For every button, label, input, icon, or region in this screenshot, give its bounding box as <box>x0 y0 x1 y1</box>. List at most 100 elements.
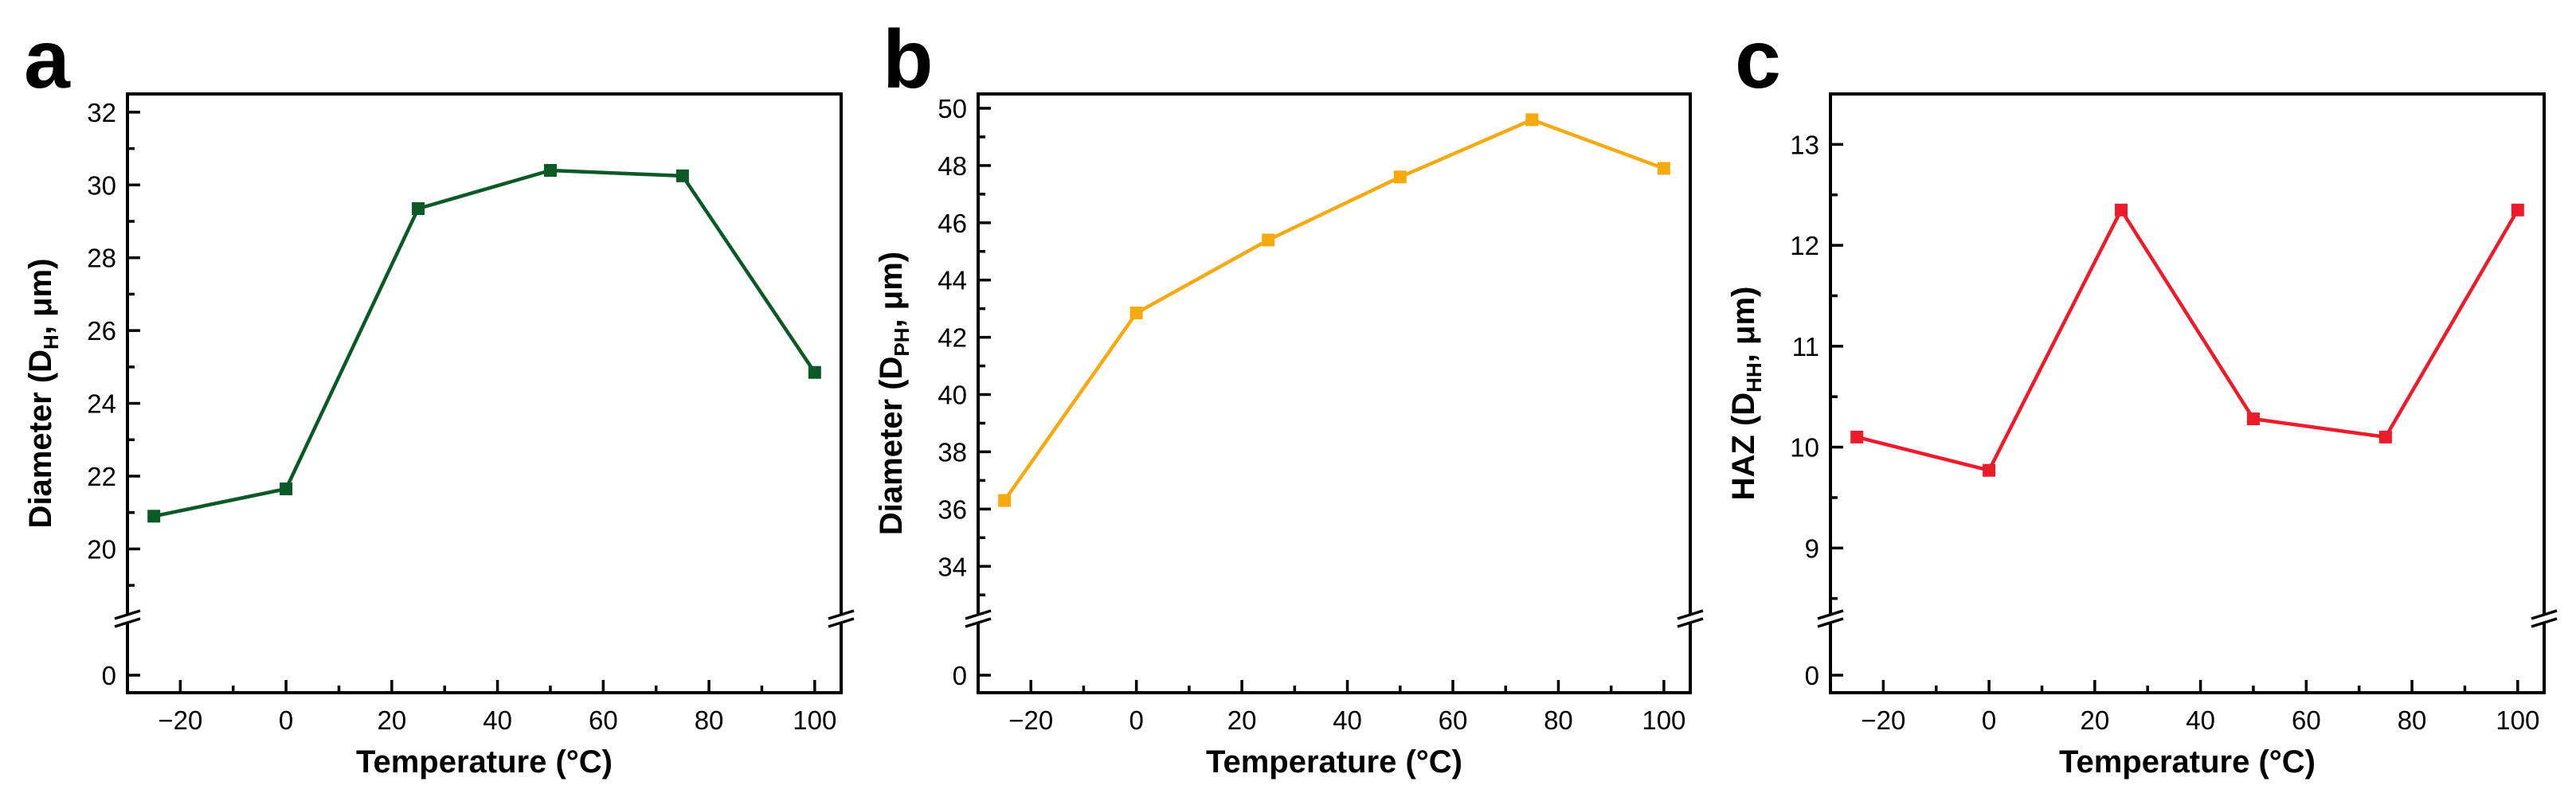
x-tick-label: 40 <box>2186 705 2215 735</box>
y-axis-title: Diameter (DPH, μm) <box>874 252 914 535</box>
data-point <box>543 164 557 177</box>
data-point <box>1983 463 1996 477</box>
x-tick-label: 20 <box>1227 705 1257 735</box>
y-axis-title-tail: , μm) <box>1726 287 1761 363</box>
data-point <box>808 365 821 379</box>
y-tick-label: 50 <box>938 94 967 123</box>
x-tick-label: 60 <box>589 705 618 735</box>
x-tick-label: 80 <box>1544 705 1573 735</box>
x-tick-label: −20 <box>1861 705 1905 735</box>
axis-break-mark-left <box>1817 617 1844 628</box>
data-point <box>2511 203 2524 217</box>
panel-c: c 9 10 11 12 13 0 −20 0 20 40 60 80 100 Temperature (°… <box>1726 14 2560 780</box>
y-tick-label-zero: 0 <box>1805 661 1819 690</box>
x-tick-label: 100 <box>1642 705 1685 735</box>
y-tick-label: 34 <box>938 552 967 581</box>
y-axis-title-main: Diameter (D <box>23 350 58 529</box>
x-tick-label: 40 <box>483 705 512 735</box>
y-axis-title: HAZ (DHH, μm) <box>1726 287 1766 501</box>
axis-break-mark-right <box>2531 617 2558 628</box>
y-tick-label: 38 <box>938 437 967 467</box>
data-point <box>1657 162 1670 175</box>
data-point <box>147 510 161 523</box>
axis-break-mark-left <box>965 617 992 628</box>
y-tick-label: 30 <box>87 170 116 200</box>
axis-break-mark-right <box>1677 617 1704 628</box>
plot-frame <box>1829 92 2546 694</box>
x-tick-label: 20 <box>377 705 406 735</box>
data-point <box>1393 170 1407 184</box>
axis-break-mark-right <box>828 609 855 620</box>
axis-break-mark-left <box>114 609 141 620</box>
x-axis-title: Temperature (°C) <box>356 744 613 780</box>
axis-break-mark-left <box>114 617 141 628</box>
x-tick-label: 80 <box>695 705 724 735</box>
y-tick-label: 48 <box>938 151 967 181</box>
x-tick-label: 100 <box>793 705 836 735</box>
plot-frame <box>977 92 1692 694</box>
y-tick-label: 32 <box>87 98 116 127</box>
series-line <box>1856 208 2519 472</box>
y-tick-label: 36 <box>938 494 967 524</box>
axis-break-gap-left <box>1815 615 1846 623</box>
y-tick-label: 11 <box>1792 332 1819 361</box>
x-tick-label: 0 <box>1982 705 1996 735</box>
panel-a: a 20 22 24 26 28 30 32 0 −20 0 20 40 60 80 100 Temperatu… <box>23 14 857 780</box>
data-point <box>1525 113 1539 127</box>
x-tick-label: −20 <box>1008 705 1053 735</box>
axis-break-mark-right <box>828 617 855 628</box>
axis-break-mark-left <box>965 609 992 620</box>
data-point <box>2246 412 2260 426</box>
y-axis-title-subscript: PH <box>890 327 914 356</box>
data-point <box>1129 307 1143 320</box>
y-axis-title-subscript: H <box>39 334 63 350</box>
y-tick-label-zero: 0 <box>102 661 116 690</box>
y-axis-title-tail: , μm) <box>23 259 58 335</box>
y-tick-label: 12 <box>1790 231 1819 260</box>
x-tick-label: 0 <box>279 705 293 735</box>
y-tick-label: 26 <box>87 316 116 346</box>
data-point <box>412 202 425 215</box>
y-tick-label: 46 <box>938 209 967 238</box>
x-tick-label: 0 <box>1129 705 1143 735</box>
axis-break-mark-left <box>1817 609 1844 620</box>
axis-break-gap-right <box>1674 615 1706 623</box>
panel-b: b 34 36 38 40 42 44 46 48 50 0 −20 0 20 40 60 80 100 Tempe… <box>874 14 1706 780</box>
series-line <box>1003 118 1665 502</box>
data-point <box>998 494 1012 507</box>
x-tick-label: 100 <box>2496 705 2539 735</box>
data-point <box>675 169 689 182</box>
y-tick-label: 44 <box>938 266 967 295</box>
x-tick-label: 60 <box>2292 705 2321 735</box>
y-tick-label: 9 <box>1805 533 1819 563</box>
x-tick-label: 80 <box>2398 705 2427 735</box>
y-axis-title-main: Diameter (D <box>874 357 909 536</box>
y-axis-title-tail: , μm) <box>874 252 909 328</box>
data-point <box>280 483 293 495</box>
axis-break-gap-right <box>2528 615 2560 623</box>
y-tick-label: 40 <box>938 381 967 410</box>
data-point <box>2115 203 2128 217</box>
y-tick-label: 28 <box>87 244 116 273</box>
y-tick-label: 24 <box>87 389 116 419</box>
panel-letter: c <box>1735 14 1781 106</box>
panel-letter: a <box>24 14 71 106</box>
axis-break-gap-left <box>112 615 143 623</box>
axis-break-gap-right <box>825 615 857 623</box>
x-axis-title: Temperature (°C) <box>1206 744 1462 780</box>
y-tick-label: 42 <box>938 323 967 353</box>
x-tick-label: 60 <box>1439 705 1468 735</box>
x-tick-label: 40 <box>1333 705 1362 735</box>
axis-break-gap-left <box>962 615 994 623</box>
x-axis-title: Temperature (°C) <box>2059 744 2316 780</box>
data-point <box>1850 430 1864 443</box>
y-axis-title-subscript: HH <box>1742 362 1766 393</box>
y-tick-label-zero: 0 <box>953 661 967 690</box>
series-line <box>153 168 816 518</box>
y-axis-title: Diameter (DH, μm) <box>23 259 63 529</box>
axis-break-mark-right <box>2531 609 2558 620</box>
y-tick-label: 13 <box>1790 130 1819 159</box>
y-tick-label: 10 <box>1790 433 1819 463</box>
y-tick-label: 22 <box>87 462 116 491</box>
